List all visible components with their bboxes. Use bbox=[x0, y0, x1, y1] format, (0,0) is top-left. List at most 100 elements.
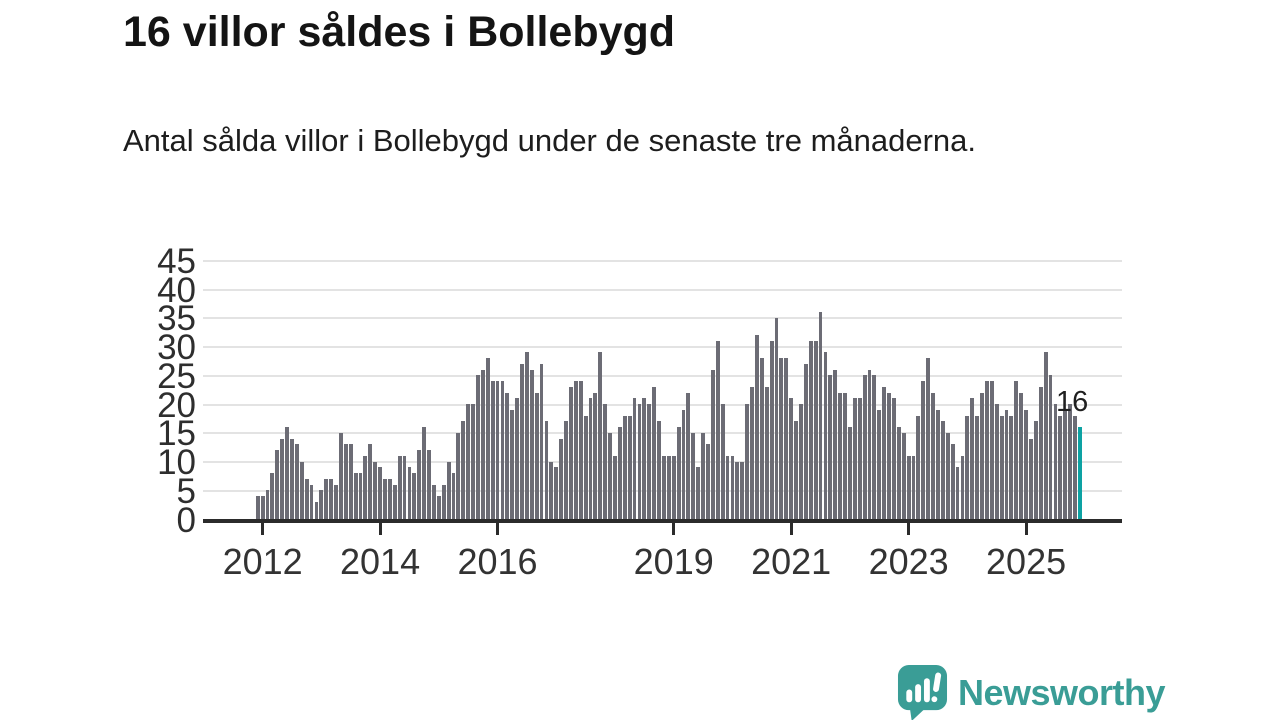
bar bbox=[608, 432, 612, 519]
bar bbox=[950, 444, 955, 519]
y-axis-label: 30 bbox=[157, 328, 196, 368]
bar bbox=[985, 381, 989, 519]
bar bbox=[471, 404, 475, 519]
bar bbox=[999, 415, 1004, 519]
bar bbox=[945, 432, 950, 519]
bar bbox=[627, 415, 632, 519]
bar bbox=[921, 381, 926, 519]
bar bbox=[466, 404, 471, 519]
page-title: 16 villor såldes i Bollebygd bbox=[123, 8, 676, 56]
bar bbox=[769, 340, 774, 519]
bar bbox=[936, 409, 940, 519]
bar bbox=[784, 358, 789, 519]
bar bbox=[549, 461, 554, 519]
bar bbox=[569, 386, 573, 519]
bar bbox=[613, 455, 617, 519]
bar bbox=[436, 496, 441, 519]
bar bbox=[662, 455, 666, 519]
bar bbox=[862, 375, 867, 519]
x-axis-tick bbox=[672, 522, 676, 535]
bar bbox=[828, 375, 833, 519]
bar bbox=[877, 409, 882, 519]
bar bbox=[368, 444, 373, 519]
bar bbox=[427, 450, 431, 519]
bar bbox=[314, 501, 319, 519]
bar bbox=[339, 432, 343, 519]
x-axis-tick bbox=[789, 522, 793, 535]
bar bbox=[867, 369, 872, 519]
bar bbox=[476, 375, 480, 519]
bar bbox=[294, 444, 299, 519]
bar bbox=[710, 369, 715, 519]
y-axis-label: 35 bbox=[157, 299, 196, 339]
bar bbox=[652, 386, 657, 519]
y-axis-label: 20 bbox=[157, 385, 196, 425]
bar bbox=[622, 415, 627, 519]
bar bbox=[799, 404, 803, 519]
x-axis-tick bbox=[261, 522, 265, 535]
bar bbox=[529, 369, 534, 519]
bar bbox=[632, 398, 637, 519]
bar bbox=[260, 496, 265, 519]
bar bbox=[980, 392, 984, 519]
bar bbox=[524, 352, 529, 519]
bar bbox=[671, 455, 676, 519]
bar bbox=[715, 340, 720, 519]
bar bbox=[456, 432, 461, 519]
bar bbox=[329, 478, 334, 519]
bar bbox=[490, 381, 495, 519]
bar bbox=[285, 427, 289, 519]
bar bbox=[534, 392, 539, 519]
y-axis-label: 5 bbox=[176, 471, 196, 511]
bar bbox=[838, 392, 843, 519]
bar bbox=[319, 490, 324, 519]
bar bbox=[343, 444, 348, 519]
x-axis-year-label: 2014 bbox=[340, 541, 421, 582]
x-axis-year-label: 2012 bbox=[222, 541, 303, 582]
bar-chart: 0 5 10 15 20 25 30 35 40 45 2012 2014 2016 2019 2021 20… bbox=[157, 242, 1122, 582]
bar bbox=[637, 404, 642, 519]
bar bbox=[280, 438, 285, 519]
bar bbox=[603, 404, 608, 519]
bar bbox=[397, 455, 402, 519]
bar bbox=[461, 421, 466, 519]
newsworthy-wordmark: Newsworthy bbox=[958, 671, 1166, 713]
gridline bbox=[203, 260, 1122, 263]
bar bbox=[759, 358, 764, 519]
bar bbox=[750, 386, 754, 519]
x-axis-year-label: 2025 bbox=[986, 541, 1067, 582]
bar bbox=[363, 455, 368, 519]
bar bbox=[1009, 415, 1014, 519]
bar bbox=[940, 421, 945, 519]
bar bbox=[412, 473, 417, 519]
page-subtitle: Antal sålda villor i Bollebygd under de … bbox=[123, 123, 977, 158]
bar bbox=[657, 421, 661, 519]
y-axis-label: 15 bbox=[157, 414, 196, 454]
bar bbox=[270, 473, 275, 519]
bar bbox=[1043, 352, 1048, 519]
bar bbox=[989, 381, 994, 519]
bar bbox=[446, 461, 451, 519]
bar bbox=[1058, 415, 1063, 519]
bar bbox=[901, 432, 906, 519]
bar bbox=[852, 398, 857, 519]
bar bbox=[681, 409, 686, 519]
x-axis-year-label: 2021 bbox=[751, 541, 832, 582]
bar bbox=[539, 363, 544, 519]
bar bbox=[666, 455, 671, 519]
bar bbox=[441, 484, 446, 519]
bar bbox=[1053, 404, 1058, 519]
bar bbox=[701, 432, 705, 519]
bar bbox=[965, 415, 970, 519]
bar bbox=[417, 450, 422, 519]
gridline bbox=[203, 403, 1122, 406]
bar bbox=[505, 392, 510, 519]
bar bbox=[520, 363, 524, 519]
bar bbox=[1024, 409, 1028, 519]
bar bbox=[813, 340, 818, 519]
bar bbox=[378, 467, 382, 519]
bar bbox=[334, 484, 338, 519]
bar bbox=[754, 335, 759, 519]
bar bbox=[906, 455, 911, 519]
gridline bbox=[203, 346, 1122, 349]
